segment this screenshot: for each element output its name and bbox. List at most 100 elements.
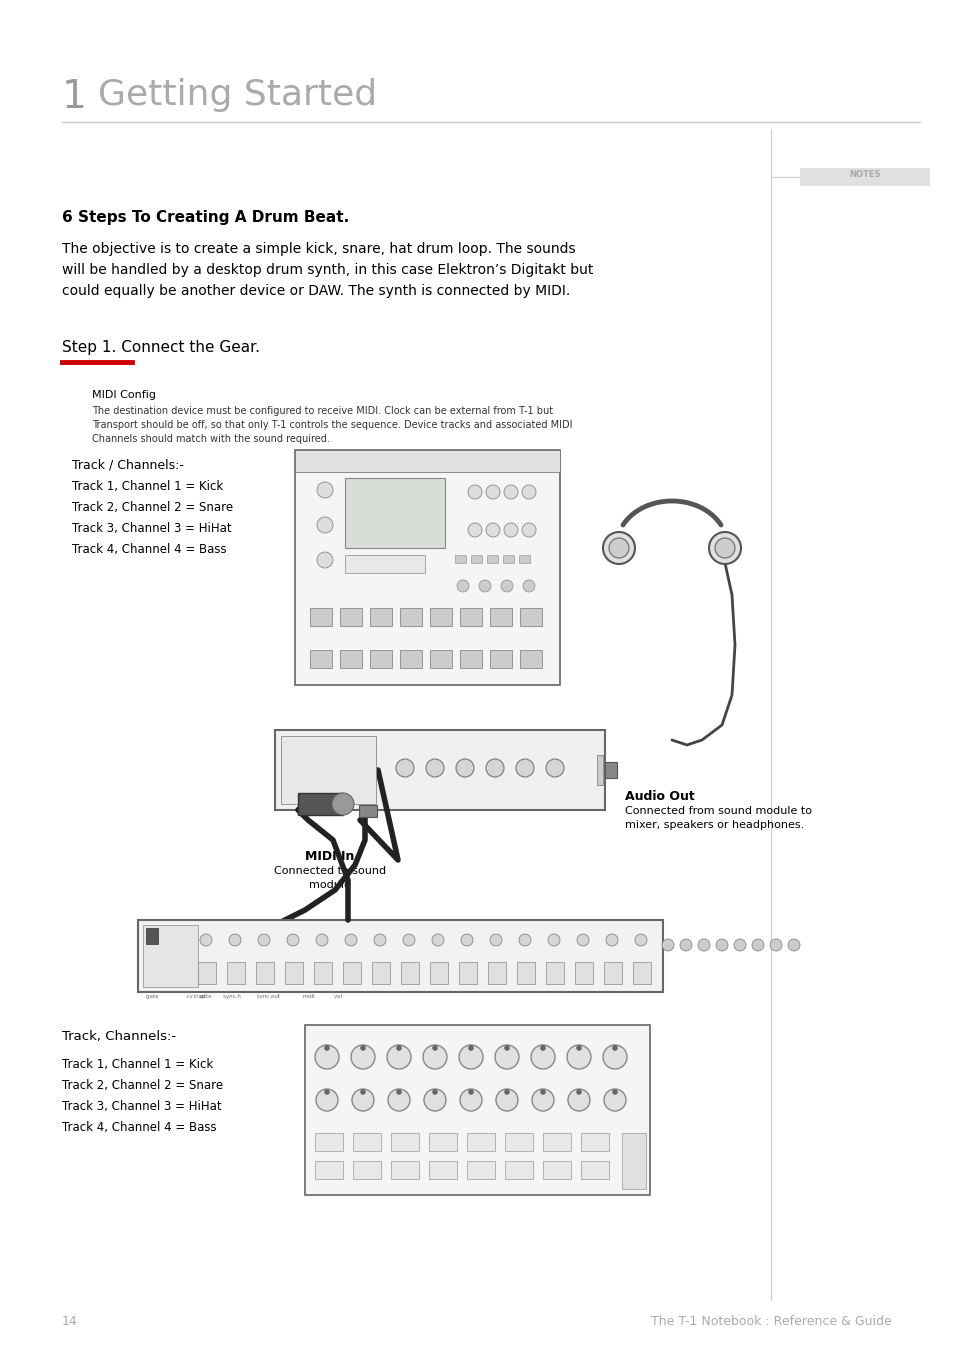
Circle shape [423, 1089, 446, 1111]
Text: Digitakt: Digitakt [525, 743, 595, 757]
Bar [458, 963, 476, 984]
Text: Track 4, Channel 4 = Bass: Track 4, Channel 4 = Bass [71, 543, 227, 556]
Bar [504, 1161, 533, 1179]
Text: 4: 4 [408, 610, 414, 620]
Bar [467, 1133, 495, 1152]
Text: 14: 14 [465, 652, 476, 662]
Text: 6: 6 [468, 610, 474, 620]
Bar [281, 736, 375, 805]
Bar [430, 649, 452, 668]
Text: Track 1, Channel 1 = Kick: Track 1, Channel 1 = Kick [71, 481, 223, 493]
Bar [517, 963, 535, 984]
Bar [372, 963, 390, 984]
Circle shape [545, 759, 563, 778]
Bar [310, 649, 332, 668]
Bar [391, 1161, 418, 1179]
Circle shape [478, 580, 491, 593]
Bar [542, 1161, 571, 1179]
Bar [399, 649, 421, 668]
Bar [490, 608, 512, 626]
Text: 6 Steps To Creating A Drum Beat.: 6 Steps To Creating A Drum Beat. [62, 211, 349, 225]
Bar [339, 649, 361, 668]
Bar [274, 730, 604, 810]
Text: Getting Started: Getting Started [98, 78, 376, 112]
Bar [519, 649, 541, 668]
Text: Track, Channels:-: Track, Channels:- [62, 1030, 176, 1044]
Circle shape [468, 1089, 473, 1095]
Bar [399, 608, 421, 626]
Bar [633, 963, 650, 984]
Bar [519, 608, 541, 626]
Circle shape [485, 485, 499, 500]
Bar [353, 1161, 380, 1179]
Circle shape [315, 1089, 337, 1111]
Circle shape [608, 539, 628, 558]
Text: Digitakt: Digitakt [362, 558, 407, 568]
Circle shape [495, 1045, 518, 1069]
Bar [429, 1161, 456, 1179]
Bar [285, 963, 303, 984]
Circle shape [532, 1089, 554, 1111]
Circle shape [485, 759, 503, 778]
Circle shape [521, 522, 536, 537]
Circle shape [402, 934, 415, 946]
Text: 8: 8 [318, 652, 323, 662]
Circle shape [351, 1045, 375, 1069]
Bar [358, 805, 376, 817]
Circle shape [576, 1045, 581, 1050]
Circle shape [602, 532, 635, 564]
Bar [604, 761, 617, 778]
Circle shape [388, 1089, 410, 1111]
Bar [345, 555, 424, 572]
Text: MIDI In: MIDI In [305, 850, 355, 863]
Bar [575, 963, 593, 984]
Circle shape [468, 485, 481, 500]
Circle shape [459, 1089, 481, 1111]
Text: F1  F2   F3   F4    F5   MIDI In   MIDI Out   USB   SC+: F1 F2 F3 F4 F5 MIDI In MIDI Out USB SC+ [298, 452, 439, 458]
Bar [198, 963, 215, 984]
Bar [370, 608, 392, 626]
Circle shape [200, 934, 212, 946]
Circle shape [698, 940, 709, 950]
Circle shape [540, 1089, 545, 1095]
Bar [345, 478, 444, 548]
Text: 10: 10 [345, 652, 355, 662]
Text: 13: 13 [436, 652, 446, 662]
Text: The objective is to create a simple kick, snare, hat drum loop. The sounds
will : The objective is to create a simple kick… [62, 242, 593, 298]
Bar [542, 1133, 571, 1152]
Text: Connected from sound module to
mixer, speakers or headphones.: Connected from sound module to mixer, sp… [624, 806, 811, 830]
Text: The T-1 Notebook : Reference & Guide: The T-1 Notebook : Reference & Guide [651, 1315, 891, 1328]
Circle shape [345, 934, 356, 946]
Circle shape [352, 1089, 374, 1111]
Text: gate: gate [199, 994, 212, 999]
Bar [143, 925, 198, 987]
Circle shape [460, 934, 473, 946]
Circle shape [503, 522, 517, 537]
Circle shape [426, 759, 443, 778]
Circle shape [332, 792, 354, 815]
Circle shape [567, 1089, 589, 1111]
Text: MIDI Config: MIDI Config [91, 390, 156, 400]
Text: Track 2, Channel 2 = Snare: Track 2, Channel 2 = Snare [71, 501, 233, 514]
Circle shape [360, 1089, 365, 1095]
Bar [294, 450, 559, 684]
Circle shape [432, 1089, 437, 1095]
Text: torso
electronics: torso electronics [160, 930, 194, 941]
Circle shape [316, 517, 333, 533]
Circle shape [679, 940, 691, 950]
Text: NOTES: NOTES [848, 170, 880, 180]
Text: Track 2, Channel 2 = Snare: Track 2, Channel 2 = Snare [62, 1079, 223, 1092]
Text: Connected to sound
module: Connected to sound module [274, 865, 386, 890]
Circle shape [458, 1045, 482, 1069]
Circle shape [456, 759, 474, 778]
Bar [471, 555, 481, 563]
Bar [429, 1133, 456, 1152]
Bar [138, 919, 662, 992]
Text: 11: 11 [375, 652, 386, 662]
Text: 8: 8 [528, 610, 533, 620]
Circle shape [516, 759, 534, 778]
Text: Track 1, Channel 1 = Kick: Track 1, Channel 1 = Kick [62, 1058, 213, 1071]
Circle shape [612, 1045, 617, 1050]
Bar [467, 1161, 495, 1179]
Bar [430, 963, 448, 984]
